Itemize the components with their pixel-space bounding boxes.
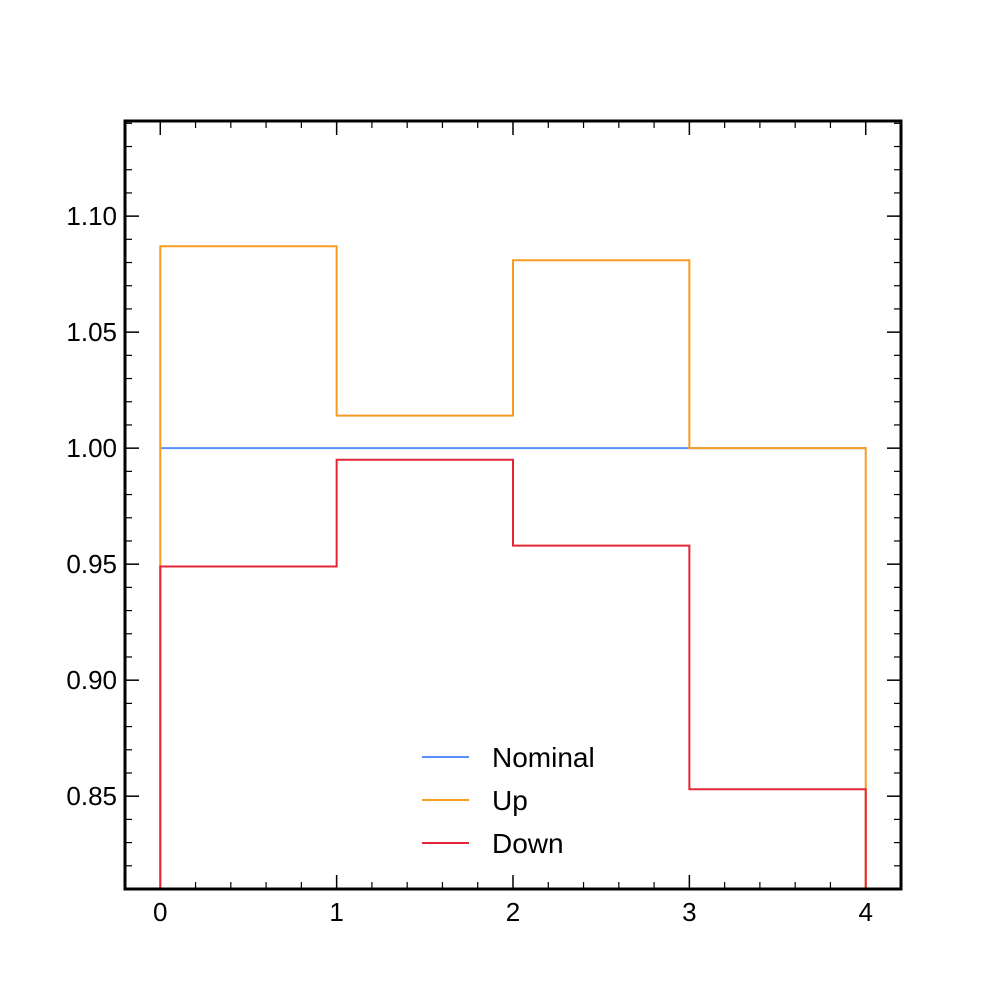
tick-labels: 0 1 2 3 4 0.85 0.90 0.95 1.00 1.05 1.10 [66,201,873,927]
series-down-line [159,458,867,889]
legend-label-up: Up [492,785,528,816]
x-tick-label: 4 [858,897,872,927]
x-tick-label: 2 [506,897,520,927]
y-tick-label: 0.85 [66,781,117,811]
series-up-line [159,245,867,889]
plot-frame [123,119,903,891]
legend-label-down: Down [492,828,564,859]
x-tick-label: 1 [329,897,343,927]
y-tick-label: 1.00 [66,433,117,463]
y-tick-label: 0.90 [66,665,117,695]
legend-label-nominal: Nominal [492,742,595,773]
y-tick-label: 1.05 [66,317,117,347]
x-tick-label: 0 [153,897,167,927]
x-tick-label: 3 [682,897,696,927]
legend: Nominal Up Down [422,742,595,859]
y-tick-label: 0.95 [66,549,117,579]
y-tick-label: 1.10 [66,201,117,231]
series-layer [159,245,867,889]
